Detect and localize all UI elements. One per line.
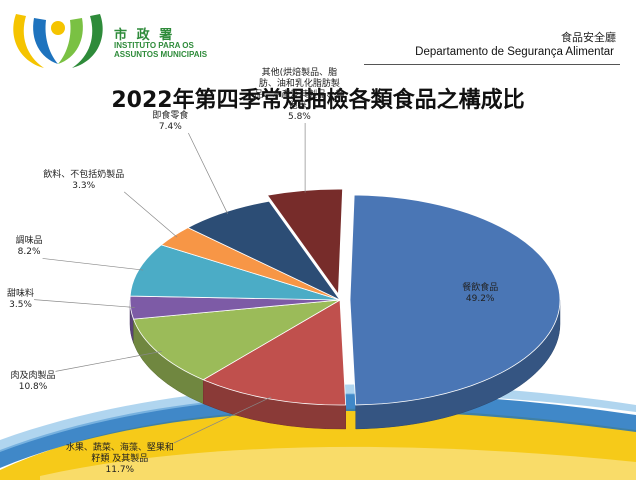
department-name-zh: 食品安全廳 — [561, 31, 616, 44]
slice-percent: 5.8% — [287, 111, 311, 122]
slice-percent: 3.3% — [72, 180, 96, 191]
slice-percent: 11.7% — [105, 465, 135, 475]
leader-line-4 — [42, 258, 144, 271]
slice-label-5: 飲料、不包括奶製品 3.3% — [43, 170, 124, 192]
slice-label-7: 其他(烘焙製品、脂 肪、油和乳化脂肪製 品、水產及其製品、其 他等) 5.8% — [254, 68, 344, 123]
slice-label-3: 甜味料 3.5% — [7, 289, 34, 311]
slice-label-2: 肉及肉製品 10.8% — [11, 371, 56, 393]
pie-slice-1 — [202, 299, 347, 406]
slice-category: 即食零食 — [152, 111, 189, 122]
pie-slice-7 — [266, 188, 343, 296]
org-name-pt-line2: ASSUNTOS MUNICIPAIS — [114, 50, 208, 59]
leader-line-6 — [188, 132, 228, 214]
org-logo — [13, 14, 103, 68]
slice-percent: 10.8% — [18, 382, 48, 393]
pie-slice-0 — [349, 194, 561, 406]
slice-label-6: 即食零食 7.4% — [152, 111, 188, 133]
org-name-pt-line1: INSTITUTO PARA OS — [114, 41, 194, 50]
org-name-zh: 市 政 署 — [114, 27, 176, 42]
light-blue-swoosh — [0, 384, 636, 452]
logo-leaf-inner-right — [58, 18, 83, 64]
department-divider — [364, 64, 620, 65]
slice-label-4: 調味品 8.2% — [16, 236, 43, 258]
pie-slice-6 — [186, 200, 341, 301]
leader-line-3 — [34, 299, 135, 308]
logo-center-dot — [51, 21, 65, 35]
slice-label-1: 水果、蔬菜、海藻、堅果和 籽類 及其製品 11.7% — [66, 443, 174, 476]
slice-percent: 7.4% — [158, 122, 182, 133]
slice-category: 調味品 — [15, 236, 43, 247]
slice-category: 甜味料 — [7, 288, 35, 299]
leader-line-2 — [55, 351, 162, 372]
slice-percent: 8.2% — [17, 247, 41, 258]
slice-category: 餐飲食品 — [462, 282, 499, 293]
leader-line-5 — [123, 191, 178, 238]
department-name-pt: Departamento de Segurança Alimentar — [415, 46, 614, 58]
slice-percent: 49.2% — [465, 293, 495, 304]
chart-title: 2022年第四季常規抽檢各類食品之構成比 — [111, 88, 525, 113]
slice-label-0: 餐飲食品 49.2% — [462, 283, 498, 305]
slice-category: 水果、蔬菜、海藻、堅果和 籽類 及其製品 — [65, 443, 174, 464]
blue-swoosh — [0, 393, 636, 468]
leader-line-1 — [173, 396, 272, 444]
logo-leaf-left — [13, 14, 44, 68]
slice-percent: 3.5% — [9, 299, 32, 310]
slice-category: 飲料、不包括奶製品 — [43, 169, 125, 180]
slice-category: 其他(烘焙製品、脂 肪、油和乳化脂肪製 品、水產及其製品、其 他等) — [254, 67, 345, 111]
yellow-swoosh — [0, 408, 636, 480]
logo-leaf-inner-left — [33, 18, 58, 64]
logo-leaf-right — [72, 14, 103, 68]
white-swoosh — [40, 446, 636, 480]
pie-slice-2 — [132, 299, 341, 381]
slice-category: 肉及肉製品 — [10, 371, 56, 382]
